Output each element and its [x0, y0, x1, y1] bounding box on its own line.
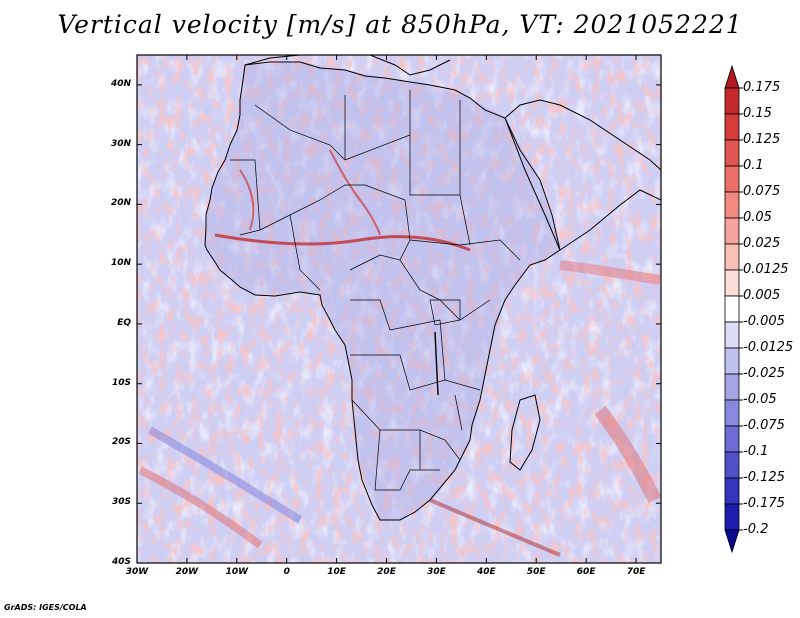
lon-label: 10W [225, 567, 249, 577]
colorbar-box [724, 425, 740, 453]
map-frame [136, 54, 662, 564]
lon-label: 70E [626, 567, 646, 577]
atlantic-descent [148, 426, 303, 524]
colorbar-box [724, 373, 740, 401]
colorbar-box [724, 139, 740, 167]
colorbar-box [724, 321, 740, 349]
colorbar-box [724, 191, 740, 219]
colorbar-box [724, 503, 740, 531]
africa-coast [204, 61, 561, 521]
colorbar-label: -0.05 [743, 392, 777, 407]
colorbar-box [724, 477, 740, 505]
colorbar-box [724, 165, 740, 193]
colorbar-box [724, 529, 740, 554]
coastlines [204, 55, 661, 521]
colorbar-boxes [724, 64, 743, 554]
lon-label: 10E [327, 567, 346, 577]
colorbar-label: 0.15 [743, 106, 772, 121]
lat-label: 30S [111, 497, 131, 508]
colorbar-label: 0.175 [743, 80, 781, 95]
velocity-field [137, 55, 661, 563]
lat-label: 40S [111, 557, 131, 567]
country-borders [230, 90, 521, 491]
lon-label: 40E [476, 567, 496, 577]
atlantic-ascent [138, 466, 263, 549]
lat-label: 20N [110, 198, 131, 209]
lon-label: 60E [576, 567, 596, 577]
colorbar-label: 0.025 [743, 236, 781, 251]
lat-label: 20S [111, 437, 131, 448]
colorbar-label: -0.005 [743, 314, 785, 329]
lat-label: 30N [110, 138, 131, 149]
colorbar-box [724, 451, 740, 479]
colorbar-box [724, 217, 740, 245]
colorbar-label: 0.005 [743, 288, 781, 303]
saharan-ascent-streak [329, 149, 381, 236]
colorbar-box [724, 347, 740, 375]
lon-label: 30E [427, 567, 446, 577]
lat-label: 40N [110, 78, 131, 89]
axis-ticks [136, 55, 661, 564]
colorbar-label: 0.1 [743, 158, 764, 173]
colorbar-label: 0.0125 [743, 262, 789, 277]
arabian-sea-ascent [559, 260, 661, 285]
colorbar-label: -0.2 [743, 522, 769, 537]
colorbar-label: -0.175 [743, 496, 785, 511]
iberia-coast [244, 55, 301, 66]
lon-label: 30W [125, 567, 149, 577]
madagascar-coast [509, 394, 541, 471]
field-texture-ascent [137, 55, 661, 563]
colorbar-label: 0.125 [743, 132, 781, 147]
west-african-ascent-streak [239, 169, 255, 231]
colorbar-box [724, 113, 740, 141]
lat-label: 10S [111, 377, 131, 388]
colorbar-label: 0.075 [743, 184, 781, 199]
colorbar-box [724, 269, 740, 297]
colorbar-label: -0.075 [743, 418, 785, 433]
lon-label: 20E [377, 567, 396, 577]
colorbar-label: -0.125 [743, 470, 785, 485]
med-north-coast [369, 55, 451, 76]
lat-label: EQ [117, 317, 131, 328]
colorbar-box [724, 87, 740, 115]
red-sea-coast [504, 117, 561, 251]
lon-label: 50E [526, 567, 546, 577]
colorbar-box [724, 64, 740, 89]
grads-credit: GrADS: IGES/COLA [4, 603, 87, 612]
indian-ocean-ascent [594, 405, 661, 504]
colorbar-label: -0.0125 [743, 340, 794, 355]
lon-label: 20W [175, 567, 199, 577]
map-title: Vertical velocity [m/s] at 850hPa, VT: 2… [57, 10, 743, 39]
arabia-north-coast [504, 99, 661, 171]
colorbar-label: -0.025 [743, 366, 785, 381]
colorbar-box [724, 295, 740, 323]
colorbar-label: -0.1 [743, 444, 769, 459]
africa-land-shade [205, 62, 560, 520]
arabia-south-coast [559, 189, 661, 251]
lon-label: 0 [283, 567, 290, 577]
colorbar-box [724, 399, 740, 427]
convergence-band [214, 233, 471, 252]
lat-label: 10N [110, 258, 131, 269]
colorbar-box [724, 243, 740, 271]
colorbar-label: 0.05 [743, 210, 772, 225]
southern-ascent-streak [429, 498, 561, 557]
